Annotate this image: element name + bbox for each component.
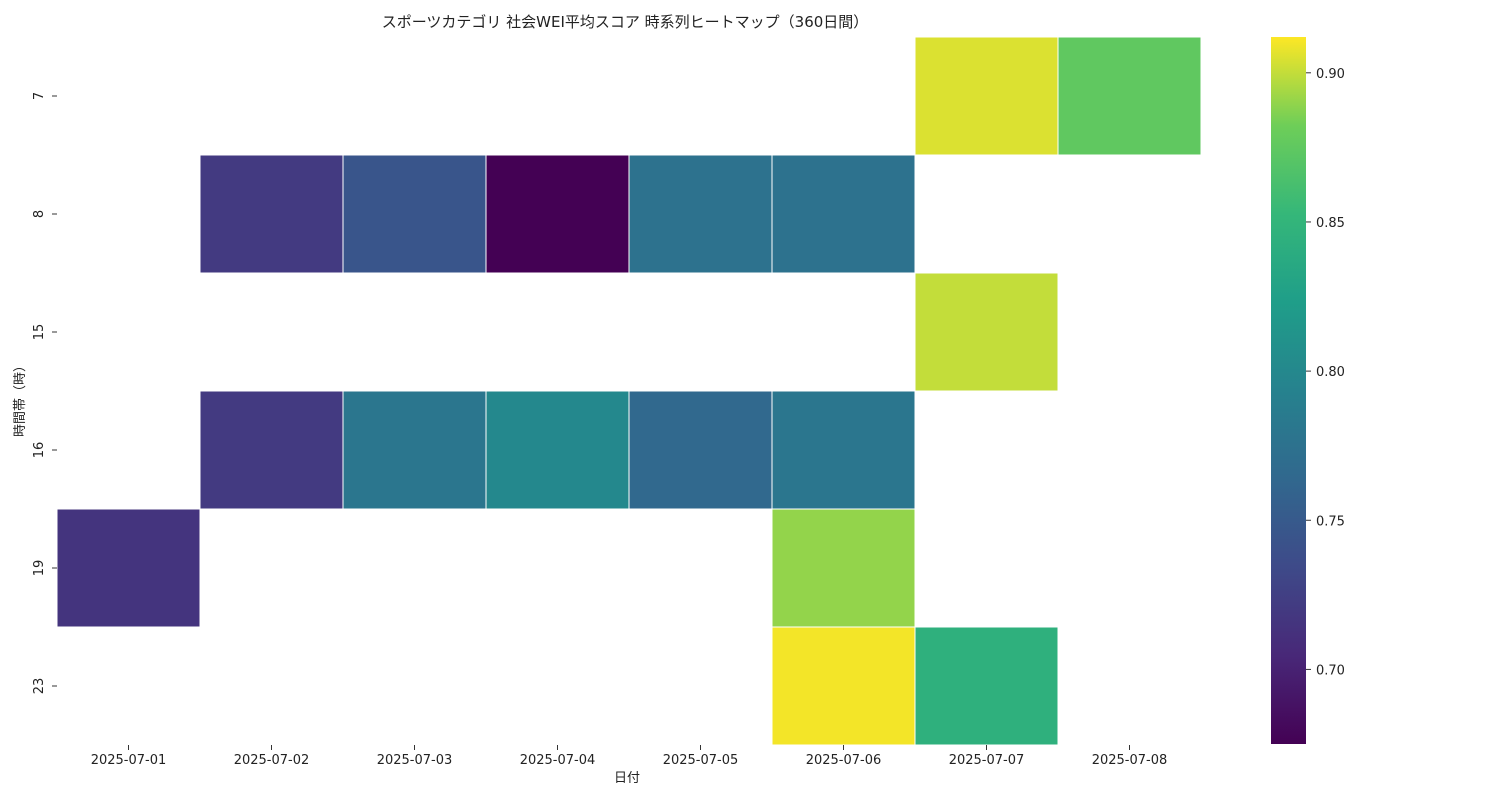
x-tick-label: 2025-07-04 [520, 753, 596, 768]
heatmap-cell [56, 508, 201, 628]
heatmap-cell [914, 626, 1059, 746]
x-tick-label: 2025-07-05 [663, 753, 739, 768]
heatmap-cell [1057, 36, 1202, 156]
chart-title: スポーツカテゴリ 社会WEI平均スコア 時系列ヒートマップ（360日間） [382, 13, 869, 31]
colorbar-ticks: 0.70 0.75 0.80 0.85 0.90 [1306, 67, 1345, 678]
x-axis: 2025-07-01 2025-07-02 2025-07-03 2025-07-04… [91, 745, 1168, 768]
x-tick-label: 2025-07-02 [234, 753, 310, 768]
x-tick-label: 2025-07-07 [949, 753, 1025, 768]
heatmap-cells [56, 36, 1202, 746]
y-tick-label: 7 [32, 92, 47, 100]
y-axis: 7 8 15 16 19 23 [32, 92, 57, 694]
heatmap-cell [342, 390, 487, 510]
x-tick-label: 2025-07-06 [806, 753, 882, 768]
colorbar [1271, 37, 1306, 744]
heatmap-cell [771, 154, 916, 274]
y-tick-label: 8 [32, 210, 47, 218]
colorbar-tick-label: 0.75 [1316, 514, 1345, 529]
colorbar-tick-label: 0.85 [1316, 216, 1345, 231]
y-tick-label: 23 [32, 678, 47, 695]
x-tick-label: 2025-07-08 [1092, 753, 1168, 768]
colorbar-tick-label: 0.70 [1316, 663, 1345, 678]
y-tick-label: 16 [32, 442, 47, 459]
heatmap-cell [485, 154, 630, 274]
heatmap-cell [628, 390, 773, 510]
heatmap-cell [914, 272, 1059, 392]
colorbar-tick-label: 0.90 [1316, 67, 1345, 82]
y-tick-label: 15 [32, 324, 47, 341]
heatmap-cell [771, 626, 916, 746]
heatmap-cell [485, 390, 630, 510]
heatmap-cell [628, 154, 773, 274]
heatmap-cell [771, 508, 916, 628]
heatmap-cell [914, 36, 1059, 156]
x-tick-label: 2025-07-03 [377, 753, 453, 768]
y-tick-label: 19 [32, 560, 47, 577]
y-axis-label: 時間帯（時） [13, 359, 28, 437]
colorbar-tick-label: 0.80 [1316, 365, 1345, 380]
heatmap-cell [342, 154, 487, 274]
heatmap-cell [199, 154, 344, 274]
x-tick-label: 2025-07-01 [91, 753, 167, 768]
x-axis-label: 日付 [614, 771, 640, 786]
heatmap-cell [199, 390, 344, 510]
heatmap-cell [771, 390, 916, 510]
